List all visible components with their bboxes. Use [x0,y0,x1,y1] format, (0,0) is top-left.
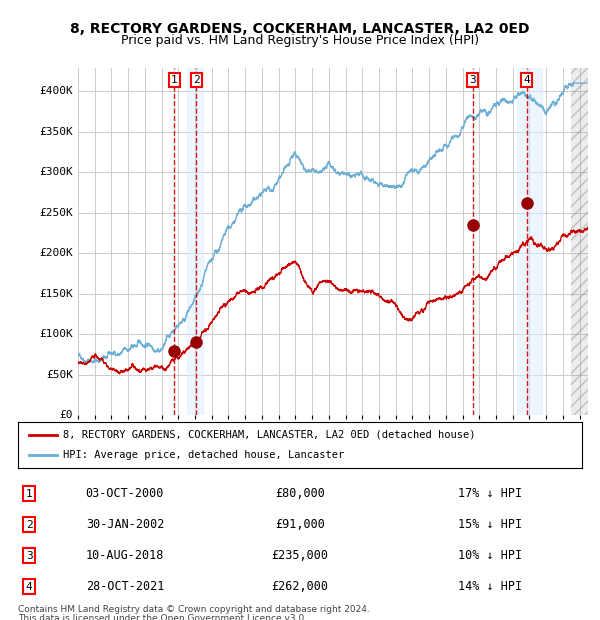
Bar [571,68,588,415]
Text: 1: 1 [171,75,178,85]
Text: £200K: £200K [39,248,73,259]
Text: £250K: £250K [39,208,73,218]
Text: Price paid vs. HM Land Registry's House Price Index (HPI): Price paid vs. HM Land Registry's House … [121,34,479,47]
Text: 4: 4 [26,582,32,591]
Text: £262,000: £262,000 [271,580,329,593]
Text: 15% ↓ HPI: 15% ↓ HPI [458,518,522,531]
Text: £400K: £400K [39,86,73,96]
Text: Contains HM Land Registry data © Crown copyright and database right 2024.: Contains HM Land Registry data © Crown c… [18,604,370,614]
Bar [517,68,542,415]
Text: 8, RECTORY GARDENS, COCKERHAM, LANCASTER, LA2 0ED: 8, RECTORY GARDENS, COCKERHAM, LANCASTER… [70,22,530,36]
Text: 28-OCT-2021: 28-OCT-2021 [86,580,164,593]
Text: £91,000: £91,000 [275,518,325,531]
Text: 2: 2 [26,520,32,529]
Text: 10% ↓ HPI: 10% ↓ HPI [458,549,522,562]
Bar [187,68,203,415]
Text: 3: 3 [26,551,32,560]
Text: 30-JAN-2002: 30-JAN-2002 [86,518,164,531]
Text: £50K: £50K [46,370,73,380]
Text: £235,000: £235,000 [271,549,329,562]
Text: 17% ↓ HPI: 17% ↓ HPI [458,487,522,500]
Text: 8, RECTORY GARDENS, COCKERHAM, LANCASTER, LA2 0ED (detached house): 8, RECTORY GARDENS, COCKERHAM, LANCASTER… [63,430,476,440]
Text: 14% ↓ HPI: 14% ↓ HPI [458,580,522,593]
Text: £80,000: £80,000 [275,487,325,500]
Text: 03-OCT-2000: 03-OCT-2000 [86,487,164,500]
Bar [571,68,588,415]
Text: This data is licensed under the Open Government Licence v3.0.: This data is licensed under the Open Gov… [18,614,307,620]
Text: 4: 4 [523,75,530,85]
Text: 10-AUG-2018: 10-AUG-2018 [86,549,164,562]
Text: HPI: Average price, detached house, Lancaster: HPI: Average price, detached house, Lanc… [63,450,344,460]
Text: £0: £0 [59,410,73,420]
Text: 2: 2 [193,75,200,85]
Text: 1: 1 [26,489,32,498]
Text: £350K: £350K [39,126,73,137]
Text: 3: 3 [469,75,476,85]
Text: £300K: £300K [39,167,73,177]
Text: £150K: £150K [39,289,73,299]
Text: £100K: £100K [39,329,73,339]
